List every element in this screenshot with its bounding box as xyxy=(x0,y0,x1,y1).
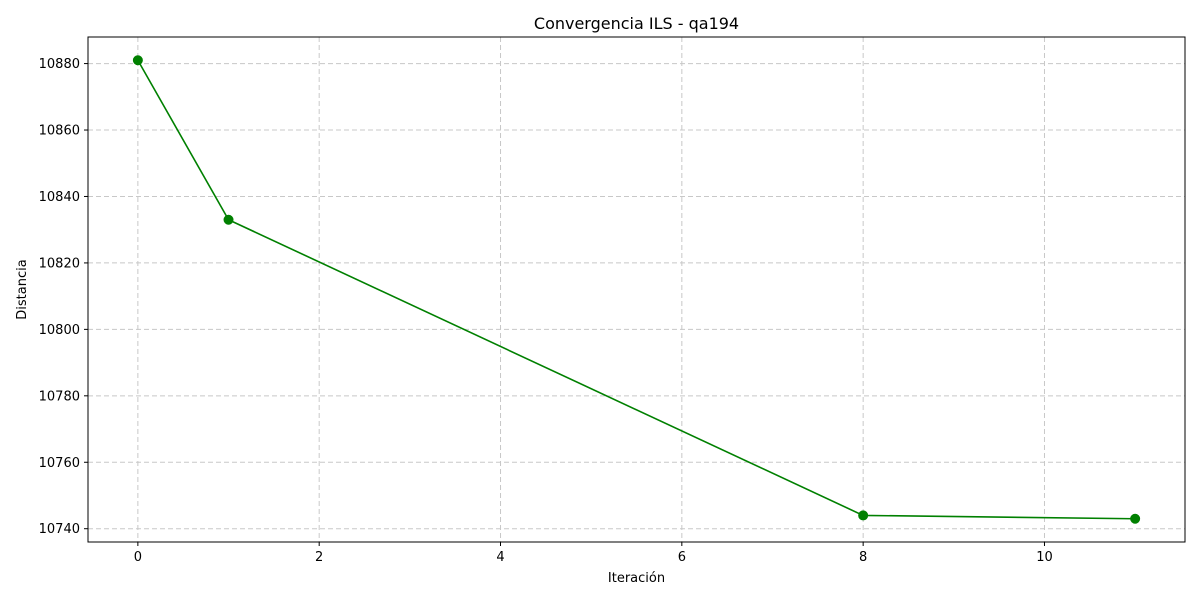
x-tick-label: 0 xyxy=(134,550,142,565)
x-tick-label: 10 xyxy=(1036,550,1053,565)
x-tick-label: 8 xyxy=(859,550,867,565)
data-point xyxy=(132,55,143,66)
data-point xyxy=(858,510,869,521)
axis-ticks: 0 2 4 6 8 10 10740 10760 10780 10800 10820 10840 108… xyxy=(39,57,1053,565)
y-tick-label: 10740 xyxy=(39,522,80,537)
grid-lines xyxy=(88,37,1185,542)
x-tick-label: 4 xyxy=(496,550,504,565)
y-tick-label: 10880 xyxy=(39,57,80,72)
series-layer xyxy=(132,55,1141,524)
y-tick-label: 10860 xyxy=(39,124,80,139)
data-point xyxy=(1130,513,1141,524)
x-tick-label: 2 xyxy=(315,550,323,565)
y-tick-label: 10820 xyxy=(39,256,80,271)
y-tick-label: 10780 xyxy=(39,389,80,404)
y-axis-label: Distancia xyxy=(15,259,30,319)
y-tick-label: 10760 xyxy=(39,456,80,471)
data-point xyxy=(223,214,234,225)
y-tick-label: 10800 xyxy=(39,323,80,338)
chart-title: Convergencia ILS - qa194 xyxy=(534,14,739,33)
plot-area-frame xyxy=(87,36,1186,543)
x-tick-label: 6 xyxy=(678,550,686,565)
x-axis-label: Iteración xyxy=(608,571,665,586)
series-line xyxy=(137,59,1136,520)
y-tick-label: 10840 xyxy=(39,190,80,205)
